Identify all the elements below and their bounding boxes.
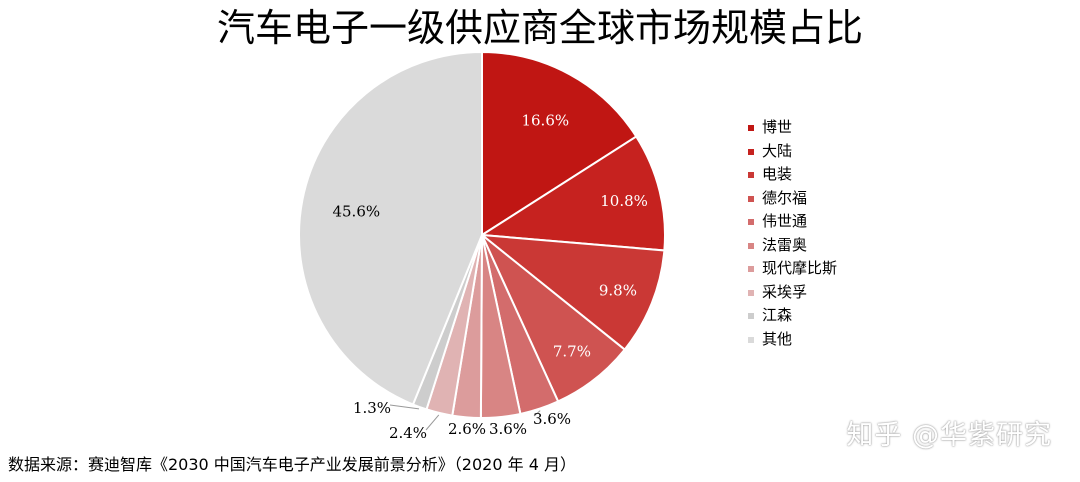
legend-item: 采埃孚 (748, 281, 837, 305)
leader-line (425, 414, 440, 431)
legend-label: 大陆 (762, 141, 793, 160)
legend-label: 其他 (762, 329, 793, 348)
data-label: 7.7% (553, 343, 591, 361)
source-note: 数据来源：赛迪智库《2030 中国汽车电子产业发展前景分析》（2020 年 4 … (8, 455, 576, 474)
legend-item: 伟世通 (748, 210, 837, 234)
pie-slice-10 (298, 50, 483, 406)
legend-label: 电装 (762, 165, 793, 183)
watermark: 知乎 @华紫研究 (846, 420, 1052, 451)
leader-line (389, 404, 420, 410)
legend-label: 伟世通 (762, 212, 808, 230)
legend-label: 法雷奥 (762, 235, 808, 254)
legend-item: 江森 (748, 304, 837, 328)
chart-legend: 博世大陆电装德尔福伟世通法雷奥现代摩比斯采埃孚江森其他 (748, 116, 837, 351)
legend-swatch (748, 219, 754, 225)
legend-swatch (748, 125, 754, 131)
legend-item: 法雷奥 (748, 234, 837, 258)
legend-item: 电装 (748, 163, 837, 187)
data-label: 2.6% (448, 420, 486, 438)
data-label: 3.6% (533, 410, 571, 428)
legend-swatch (748, 148, 754, 155)
chart-title: 汽车电子一级供应商全球市场规模占比 (216, 6, 863, 50)
data-label: 16.6% (521, 112, 569, 130)
legend-swatch (748, 289, 754, 296)
legend-swatch (748, 195, 754, 202)
pie-slice-3 (478, 233, 666, 351)
legend-item: 德尔福 (748, 187, 837, 211)
legend-swatch (748, 313, 754, 319)
legend-swatch (748, 242, 754, 249)
data-label: 45.6% (332, 202, 380, 220)
data-label: 2.4% (389, 424, 427, 442)
legend-label: 德尔福 (762, 188, 808, 207)
data-label: 1.3% (353, 399, 391, 417)
pie-slice-1 (481, 50, 638, 237)
pie-slice-2 (478, 135, 666, 252)
legend-item: 博世 (748, 116, 837, 140)
legend-item: 现代摩比斯 (748, 257, 837, 281)
data-label: 3.6% (489, 420, 527, 438)
data-label: 10.8% (600, 192, 648, 210)
legend-item: 大陆 (748, 140, 837, 164)
legend-label: 博世 (762, 118, 793, 136)
legend-swatch (748, 172, 754, 178)
legend-label: 采埃孚 (762, 282, 808, 301)
legend-swatch (748, 266, 754, 272)
legend-label: 江森 (762, 306, 793, 324)
legend-swatch (748, 336, 754, 343)
leader-line (533, 410, 541, 417)
legend-item: 其他 (748, 328, 837, 352)
data-label: 9.8% (599, 281, 637, 299)
legend-label: 现代摩比斯 (762, 259, 838, 277)
